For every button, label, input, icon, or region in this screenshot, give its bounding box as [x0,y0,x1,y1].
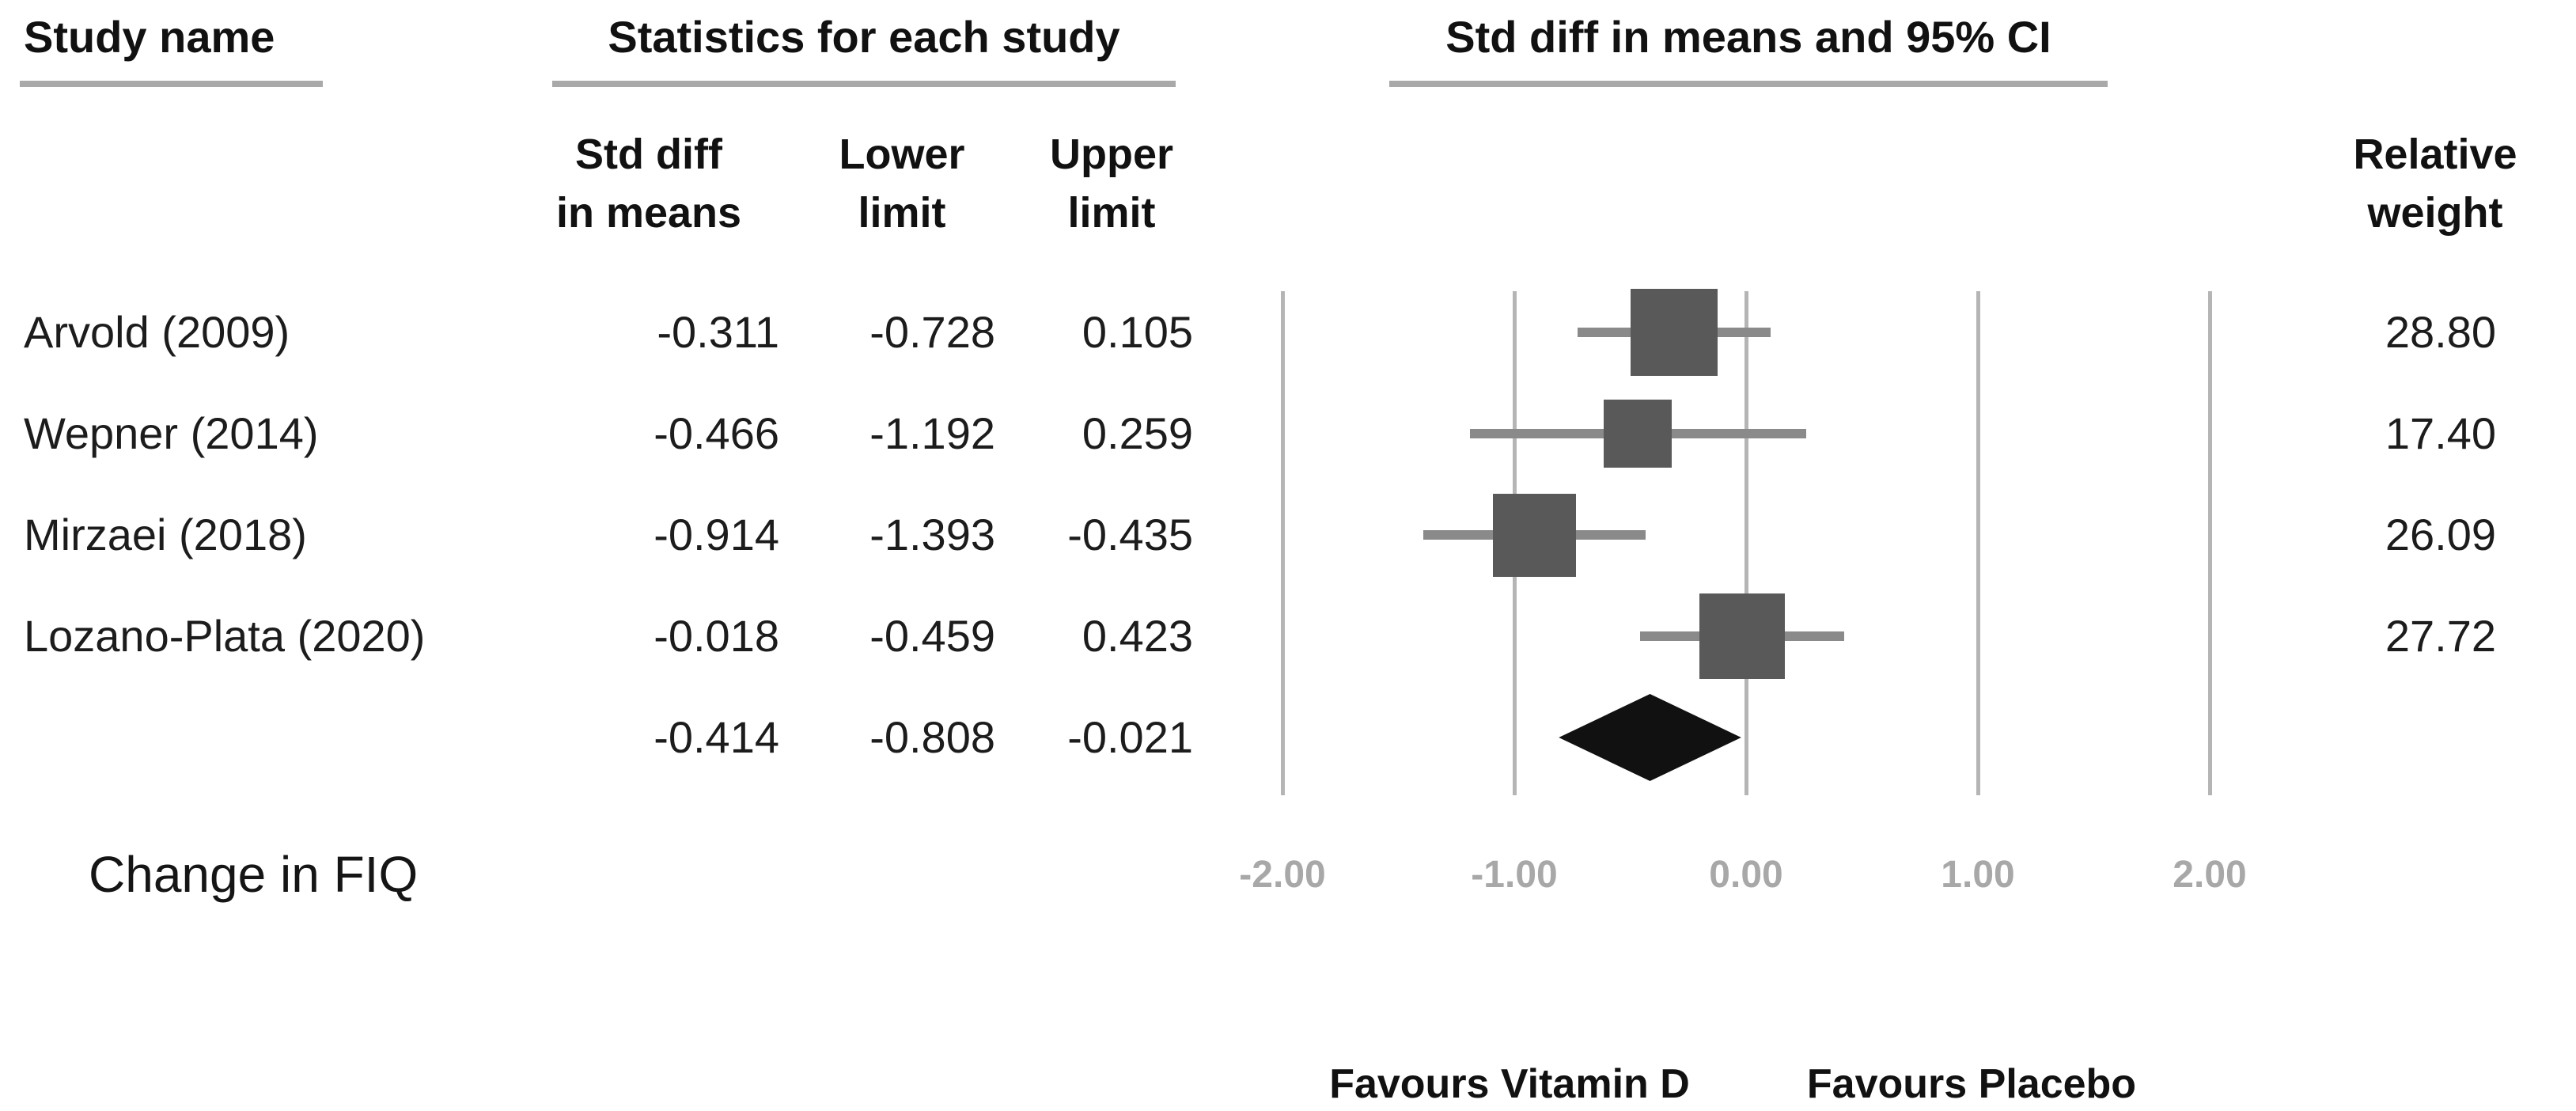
column-header-relative-weight: Relative weight [2277,125,2576,242]
column-header-std-diff-line2: in means [555,189,742,237]
relative-weight-value: 28.80 [2385,307,2496,357]
underline-ci-plot [1389,81,2108,87]
column-header-lower-line1: Lower [839,131,965,178]
upper-limit-value: -0.435 [1067,510,1193,559]
favours-right-label: Favours Placebo [1806,1061,2137,1107]
lower-limit-value: -1.192 [869,408,995,458]
column-header-upper-line2: limit [1067,189,1156,237]
study-name: Wepner (2014) [24,408,319,458]
header-ci-plot: Std diff in means and 95% CI [1445,12,2051,62]
relative-weight-value: 17.40 [2385,408,2496,458]
lower-limit-value: -0.808 [869,712,995,762]
column-header-upper-line1: Upper [1049,131,1173,178]
study-point-estimate-square [1630,289,1718,376]
axis-tick-label: 0.00 [1709,854,1783,896]
study-name: Lozano-Plata (2020) [24,611,426,661]
header-study-name: Study name [24,12,275,62]
relative-weight-value: 27.72 [2385,611,2496,661]
axis-tick-label: 1.00 [1941,854,2015,896]
upper-limit-value: 0.259 [1082,408,1193,458]
axis-gridline [1280,291,1285,795]
std-diff-value: -0.466 [653,408,779,458]
axis-tick-label: -1.00 [1471,854,1558,896]
column-header-upper: Upper limit [953,125,1270,242]
column-header-lower: Lower limit [744,125,1060,242]
upper-limit-value: 0.423 [1082,611,1193,661]
study-point-estimate-square [1699,593,1785,679]
column-header-std-diff-line1: Std diff [575,131,722,178]
lower-limit-value: -0.728 [869,307,995,357]
axis-tick-label: -2.00 [1239,854,1326,896]
relative-weight-value: 26.09 [2385,510,2496,559]
column-header-relative-weight-line2: weight [2367,189,2503,237]
study-name: Mirzaei (2018) [24,510,307,559]
column-header-relative-weight-line1: Relative [2353,131,2517,178]
lower-limit-value: -0.459 [869,611,995,661]
axis-tick-label: 2.00 [2173,854,2247,896]
column-header-lower-line2: limit [858,189,946,237]
upper-limit-value: 0.105 [1082,307,1193,357]
study-point-estimate-square [1492,493,1576,577]
underline-study-name [20,81,323,87]
axis-gridline [1744,291,1748,795]
outcome-label: Change in FIQ [89,846,419,903]
study-point-estimate-square [1604,400,1673,468]
axis-gridline [2207,291,2212,795]
column-header-std-diff: Std diff in means [491,125,807,242]
axis-gridline [1976,291,1980,795]
std-diff-value: -0.311 [657,307,779,357]
favours-left-label: Favours Vitamin D [1329,1061,1690,1107]
lower-limit-value: -1.393 [869,510,995,559]
std-diff-value: -0.914 [653,510,779,559]
upper-limit-value: -0.021 [1067,712,1193,762]
overall-effect-diamond [1559,694,1741,781]
header-statistics: Statistics for each study [608,12,1120,62]
std-diff-value: -0.018 [653,611,779,661]
underline-statistics [552,81,1176,87]
study-name: Arvold (2009) [24,307,290,357]
std-diff-value: -0.414 [653,712,779,762]
